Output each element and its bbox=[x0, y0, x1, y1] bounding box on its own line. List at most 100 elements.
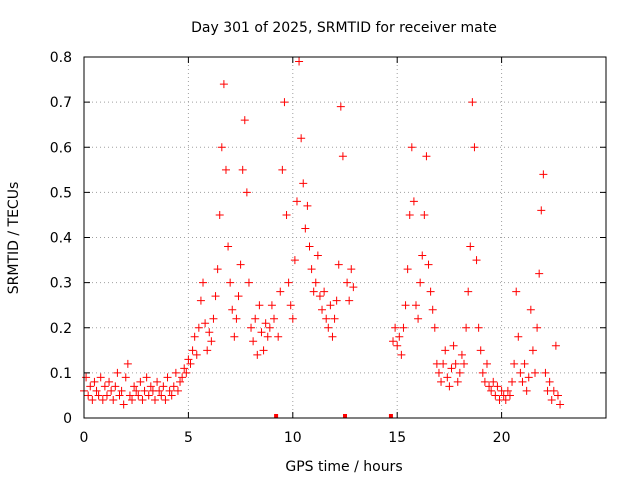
data-point bbox=[169, 382, 178, 391]
y-tick-label: 0.4 bbox=[50, 231, 72, 247]
data-point bbox=[462, 323, 471, 332]
data-point bbox=[437, 377, 446, 386]
data-point bbox=[464, 287, 473, 296]
data-point bbox=[282, 210, 291, 219]
data-point bbox=[232, 314, 241, 323]
data-point bbox=[121, 373, 130, 382]
data-point bbox=[318, 305, 327, 314]
data-point bbox=[276, 287, 285, 296]
data-point bbox=[409, 197, 418, 206]
data-point bbox=[430, 323, 439, 332]
data-point bbox=[209, 314, 218, 323]
data-point bbox=[324, 323, 333, 332]
data-point bbox=[136, 377, 145, 386]
data-point bbox=[439, 359, 448, 368]
data-point bbox=[301, 224, 310, 233]
data-point bbox=[516, 368, 525, 377]
data-point bbox=[286, 301, 295, 310]
data-point bbox=[307, 265, 316, 274]
data-point bbox=[347, 265, 356, 274]
x-tick-label: 20 bbox=[493, 430, 511, 446]
data-point bbox=[539, 170, 548, 179]
data-point bbox=[138, 395, 147, 404]
chart-title: Day 301 of 2025, SRMTID for receiver mat… bbox=[191, 20, 497, 36]
data-point bbox=[171, 368, 180, 377]
data-point bbox=[190, 332, 199, 341]
data-point bbox=[203, 346, 212, 355]
x-tick-label: 5 bbox=[184, 430, 193, 446]
data-point bbox=[547, 395, 556, 404]
data-point bbox=[244, 278, 253, 287]
x-axis-label: GPS time / hours bbox=[285, 459, 402, 475]
data-point bbox=[109, 395, 118, 404]
data-point bbox=[349, 283, 358, 292]
data-point bbox=[219, 80, 228, 89]
data-point bbox=[407, 143, 416, 152]
data-point bbox=[480, 377, 489, 386]
data-point bbox=[537, 206, 546, 215]
data-point bbox=[240, 116, 249, 125]
data-point bbox=[512, 287, 521, 296]
data-point bbox=[163, 373, 172, 382]
data-point bbox=[508, 377, 517, 386]
data-point bbox=[150, 395, 159, 404]
data-point bbox=[215, 210, 224, 219]
y-axis-ticks: 0 0.1 0.2 0.3 0.4 0.5 0.6 0.7 0.8 bbox=[50, 50, 606, 427]
data-point bbox=[514, 332, 523, 341]
data-point bbox=[153, 377, 162, 386]
data-point bbox=[288, 314, 297, 323]
data-point bbox=[551, 341, 560, 350]
data-point bbox=[330, 314, 339, 323]
data-point bbox=[399, 323, 408, 332]
data-point bbox=[522, 386, 531, 395]
data-point bbox=[96, 373, 105, 382]
data-point bbox=[211, 292, 220, 301]
y-tick-label: 0.1 bbox=[50, 366, 72, 382]
x-tick-label: 10 bbox=[284, 430, 302, 446]
data-point bbox=[132, 386, 141, 395]
data-point bbox=[270, 314, 279, 323]
data-point bbox=[403, 265, 412, 274]
data-point bbox=[420, 210, 429, 219]
data-point bbox=[205, 328, 214, 337]
data-point bbox=[311, 278, 320, 287]
y-tick-label: 0 bbox=[63, 411, 72, 427]
y-tick-label: 0.2 bbox=[50, 321, 72, 337]
data-point bbox=[478, 368, 487, 377]
data-point bbox=[105, 377, 114, 386]
data-point bbox=[119, 400, 128, 409]
data-point bbox=[125, 391, 134, 400]
data-point bbox=[455, 368, 464, 377]
data-point bbox=[474, 323, 483, 332]
data-point bbox=[472, 256, 481, 265]
data-point bbox=[86, 382, 95, 391]
data-point bbox=[441, 346, 450, 355]
data-point bbox=[259, 346, 268, 355]
data-point bbox=[338, 152, 347, 161]
data-point bbox=[157, 391, 166, 400]
data-point bbox=[123, 359, 132, 368]
data-point bbox=[535, 269, 544, 278]
data-point bbox=[414, 314, 423, 323]
data-point bbox=[549, 386, 558, 395]
data-point bbox=[207, 337, 216, 346]
data-point bbox=[297, 134, 306, 143]
x-tick-label: 15 bbox=[388, 430, 406, 446]
data-point bbox=[487, 386, 496, 395]
data-point bbox=[92, 386, 101, 395]
data-point bbox=[263, 332, 272, 341]
data-point bbox=[228, 305, 237, 314]
data-point bbox=[528, 346, 537, 355]
data-point bbox=[98, 395, 107, 404]
data-point bbox=[284, 278, 293, 287]
data-point bbox=[411, 301, 420, 310]
data-point bbox=[468, 98, 477, 107]
data-point bbox=[176, 377, 185, 386]
data-point bbox=[84, 391, 93, 400]
data-point bbox=[453, 377, 462, 386]
data-point bbox=[393, 341, 402, 350]
data-point bbox=[505, 391, 514, 400]
data-point bbox=[188, 346, 197, 355]
data-point bbox=[295, 57, 304, 66]
x-tick-label: 0 bbox=[80, 430, 89, 446]
